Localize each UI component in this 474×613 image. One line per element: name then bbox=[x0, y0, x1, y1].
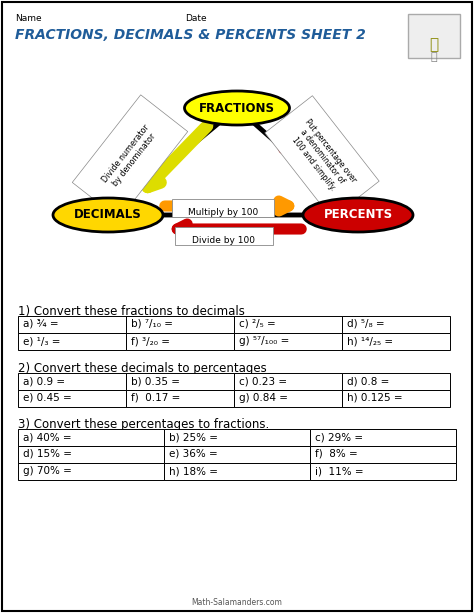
Text: a) 0.9 =: a) 0.9 = bbox=[23, 376, 65, 386]
Text: 👤: 👤 bbox=[429, 37, 438, 52]
Text: FRACTIONS: FRACTIONS bbox=[199, 102, 275, 115]
Bar bbox=[234, 373, 342, 390]
Text: f)  0.17 =: f) 0.17 = bbox=[131, 393, 181, 403]
Bar bbox=[126, 373, 234, 390]
Text: a) 40% =: a) 40% = bbox=[23, 432, 72, 442]
Text: PERCENTS: PERCENTS bbox=[323, 208, 392, 221]
Bar bbox=[18, 429, 164, 446]
Text: 📋: 📋 bbox=[431, 52, 438, 62]
Bar bbox=[310, 446, 456, 463]
Text: Date: Date bbox=[185, 14, 207, 23]
Text: e) ¹/₃ =: e) ¹/₃ = bbox=[23, 336, 61, 346]
Text: h) 18% =: h) 18% = bbox=[169, 466, 218, 476]
Ellipse shape bbox=[184, 91, 290, 125]
Ellipse shape bbox=[303, 198, 413, 232]
Bar bbox=[18, 390, 126, 407]
Bar bbox=[164, 429, 310, 446]
Text: g) 0.84 =: g) 0.84 = bbox=[239, 393, 288, 403]
Bar bbox=[310, 429, 456, 446]
Text: e) 0.45 =: e) 0.45 = bbox=[23, 393, 72, 403]
Text: d) ⁵/₈ =: d) ⁵/₈ = bbox=[347, 319, 384, 329]
Text: h) 0.125 =: h) 0.125 = bbox=[347, 393, 402, 403]
Bar bbox=[234, 333, 342, 350]
Text: FRACTIONS, DECIMALS & PERCENTS SHEET 2: FRACTIONS, DECIMALS & PERCENTS SHEET 2 bbox=[15, 28, 366, 42]
Text: b) 0.35 =: b) 0.35 = bbox=[131, 376, 180, 386]
Bar bbox=[18, 373, 126, 390]
Text: h) ¹⁴/₂₅ =: h) ¹⁴/₂₅ = bbox=[347, 336, 393, 346]
Bar bbox=[18, 316, 126, 333]
Bar bbox=[342, 390, 450, 407]
Text: f) ³/₂₀ =: f) ³/₂₀ = bbox=[131, 336, 170, 346]
Text: 3) Convert these percentages to fractions.: 3) Convert these percentages to fraction… bbox=[18, 418, 269, 431]
Text: DECIMALS: DECIMALS bbox=[74, 208, 142, 221]
Text: Name: Name bbox=[15, 14, 42, 23]
Text: Put percentage over
a denominator of
100 and simplify.: Put percentage over a denominator of 100… bbox=[286, 117, 358, 197]
Ellipse shape bbox=[53, 198, 163, 232]
Text: i)  11% =: i) 11% = bbox=[315, 466, 364, 476]
Text: g) 70% =: g) 70% = bbox=[23, 466, 72, 476]
Bar bbox=[126, 390, 234, 407]
FancyBboxPatch shape bbox=[175, 227, 273, 245]
Bar bbox=[126, 333, 234, 350]
Text: Math-Salamanders.com: Math-Salamanders.com bbox=[191, 598, 283, 607]
Bar bbox=[310, 463, 456, 480]
Text: d) 0.8 =: d) 0.8 = bbox=[347, 376, 389, 386]
Text: 1) Convert these fractions to decimals: 1) Convert these fractions to decimals bbox=[18, 305, 245, 318]
Bar bbox=[164, 463, 310, 480]
Bar bbox=[18, 333, 126, 350]
Text: b) 25% =: b) 25% = bbox=[169, 432, 218, 442]
Text: Divide numerator
by denominator: Divide numerator by denominator bbox=[100, 123, 159, 191]
Text: a) ¾ =: a) ¾ = bbox=[23, 319, 59, 329]
Bar bbox=[126, 316, 234, 333]
Bar bbox=[342, 316, 450, 333]
Bar bbox=[342, 333, 450, 350]
Text: c) ²/₅ =: c) ²/₅ = bbox=[239, 319, 276, 329]
Bar bbox=[164, 446, 310, 463]
Text: c) 29% =: c) 29% = bbox=[315, 432, 363, 442]
Bar bbox=[408, 14, 460, 58]
Text: b) ⁷/₁₀ =: b) ⁷/₁₀ = bbox=[131, 319, 173, 329]
Text: c) 0.23 =: c) 0.23 = bbox=[239, 376, 287, 386]
Bar bbox=[234, 390, 342, 407]
Text: Multiply by 100: Multiply by 100 bbox=[188, 208, 258, 217]
Bar bbox=[18, 463, 164, 480]
Bar bbox=[18, 446, 164, 463]
Text: g) ⁵⁷/₁₀₀ =: g) ⁵⁷/₁₀₀ = bbox=[239, 336, 289, 346]
FancyBboxPatch shape bbox=[172, 199, 274, 217]
Bar bbox=[342, 373, 450, 390]
Text: 2) Convert these decimals to percentages: 2) Convert these decimals to percentages bbox=[18, 362, 267, 375]
Text: d) 15% =: d) 15% = bbox=[23, 449, 72, 459]
Text: f)  8% =: f) 8% = bbox=[315, 449, 358, 459]
Bar bbox=[234, 316, 342, 333]
Text: e) 36% =: e) 36% = bbox=[169, 449, 218, 459]
Text: Divide by 100: Divide by 100 bbox=[192, 236, 255, 245]
